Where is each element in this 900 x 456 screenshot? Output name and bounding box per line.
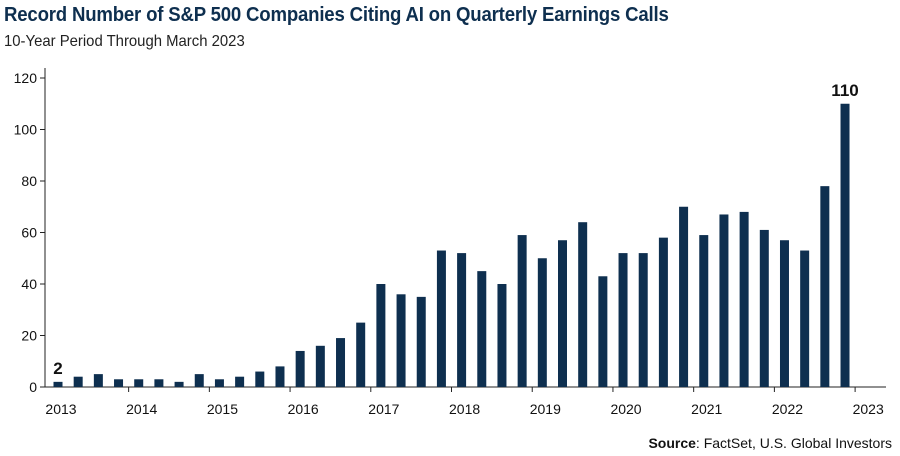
y-tick-label: 20 — [21, 328, 37, 344]
y-tick-label: 120 — [14, 70, 38, 86]
bar — [537, 258, 547, 387]
bar — [820, 186, 830, 387]
chart-subtitle: 10-Year Period Through March 2023 — [4, 33, 245, 50]
bar — [477, 271, 487, 387]
x-tick-label: 2015 — [207, 401, 238, 417]
source-text: : FactSet, U.S. Global Investors — [695, 435, 892, 451]
x-tick-label: 2013 — [45, 401, 76, 417]
bar — [699, 235, 709, 387]
bar — [436, 250, 446, 387]
bar — [396, 294, 406, 387]
bar — [598, 276, 608, 387]
bar — [114, 379, 124, 387]
x-tick-label: 2017 — [368, 401, 399, 417]
bar — [558, 240, 567, 387]
bar — [53, 381, 63, 387]
bar — [134, 379, 144, 387]
bar — [517, 235, 527, 387]
bar — [214, 379, 224, 387]
y-tick-label: 40 — [21, 276, 37, 292]
data-label: 2 — [53, 359, 62, 378]
bar — [275, 366, 285, 387]
bar — [719, 214, 729, 387]
bar — [638, 253, 648, 387]
bar — [779, 240, 789, 387]
x-tick-label: 2014 — [126, 401, 157, 417]
bar — [800, 250, 810, 387]
bar — [194, 374, 204, 387]
bar — [93, 374, 103, 387]
bar — [356, 322, 366, 387]
bar — [618, 253, 628, 387]
y-tick-label: 100 — [14, 122, 38, 138]
source-note: Source: FactSet, U.S. Global Investors — [648, 435, 892, 451]
bar — [457, 253, 467, 387]
bar — [739, 211, 749, 387]
bar — [174, 381, 184, 387]
bar — [154, 379, 164, 387]
x-tick-label: 2020 — [610, 401, 641, 417]
bar — [416, 296, 426, 387]
y-tick-label: 0 — [29, 379, 37, 395]
source-label: Source — [648, 435, 696, 451]
bar — [840, 103, 850, 387]
bar — [255, 371, 265, 387]
x-tick-label: 2016 — [288, 401, 319, 417]
bar — [578, 222, 588, 387]
chart-title: Record Number of S&P 500 Companies Citin… — [4, 4, 669, 26]
data-label: 110 — [831, 81, 858, 100]
bar — [235, 376, 245, 387]
bar — [658, 237, 668, 387]
bar — [497, 284, 507, 387]
bar — [759, 229, 769, 387]
x-tick-label: 2019 — [530, 401, 561, 417]
x-tick-label: 2018 — [449, 401, 480, 417]
bar — [315, 345, 325, 387]
bar — [376, 284, 386, 387]
y-tick-label: 80 — [21, 173, 37, 189]
bar — [336, 338, 346, 387]
x-tick-label: 2022 — [772, 401, 803, 417]
y-tick-label: 60 — [21, 225, 37, 241]
x-tick-label: 2021 — [691, 401, 722, 417]
x-tick-label: 2023 — [853, 401, 884, 417]
bar — [73, 376, 83, 387]
bar — [295, 350, 305, 387]
bar — [679, 206, 689, 387]
